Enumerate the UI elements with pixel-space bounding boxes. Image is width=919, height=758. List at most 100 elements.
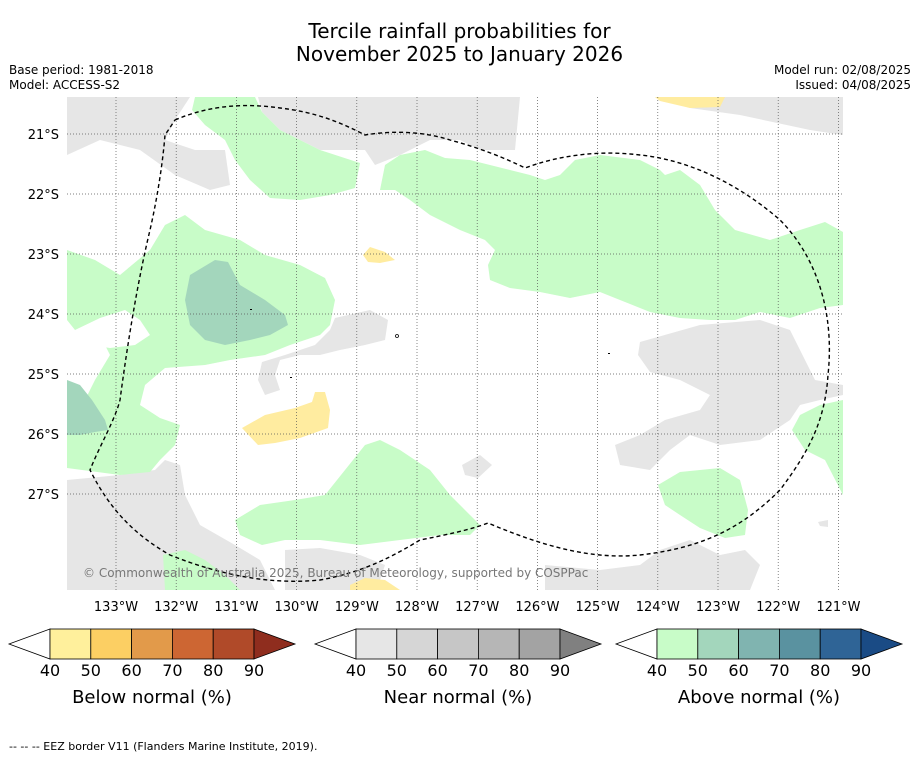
colorbar-tick-label: 80 [810, 661, 830, 680]
colorbar-upper-arrow [559, 628, 603, 660]
above-normal-region [380, 150, 843, 320]
colorbar-tick-label: 80 [203, 661, 223, 680]
longitude-label: 123°W [696, 600, 740, 615]
colorbar-1: 40 50 60 70 80 90 Near normal (%) [313, 628, 603, 708]
above-normal-region [67, 215, 335, 475]
colorbar-upper-arrow [253, 628, 297, 660]
colorbar-tick-label: 90 [244, 661, 264, 680]
colorbar-tick-label: 80 [509, 661, 529, 680]
latitude-label: 22°S [28, 188, 59, 203]
eez-footnote: -- -- -- EEZ border V11 (Flanders Marine… [9, 740, 318, 753]
above-normal-region [792, 400, 843, 495]
colorbar-tick-label: 50 [387, 661, 407, 680]
colorbar-segment [90, 628, 133, 660]
colorbar-legends: 40 50 60 70 80 90 Below normal (%) 40 50 60 70 80 90… [7, 628, 904, 708]
latitude-label: 25°S [28, 368, 59, 383]
colorbar-segment [396, 628, 438, 660]
colorbar-lower-arrow [313, 628, 357, 660]
colorbar-segment [49, 628, 92, 660]
longitude-label: 131°W [214, 600, 258, 615]
latitude-labels: 21°S 22°S 23°S 24°S 25°S 26°S 27°S [28, 128, 59, 503]
near-normal-region [545, 540, 760, 590]
longitude-label: 132°W [154, 600, 198, 615]
below-normal-40-regions [242, 97, 725, 590]
colorbar-tick-label: 60 [728, 661, 748, 680]
above-normal-region [658, 468, 748, 538]
colorbar-segment [212, 628, 255, 660]
meta-left: Base period: 1981-2018 Model: ACCESS-S2 [9, 63, 154, 93]
colorbar-tick-label: 40 [346, 661, 366, 680]
near-normal-region [818, 520, 828, 527]
colorbar-segment [355, 628, 398, 660]
latitude-label: 21°S [28, 128, 59, 143]
title-line-2: November 2025 to January 2026 [295, 42, 624, 66]
colorbar-tick-label: 70 [162, 661, 182, 680]
issued-date: Issued: 04/08/2025 [795, 78, 911, 92]
colorbar-segment [819, 628, 862, 660]
colorbar-tick-label: 70 [769, 661, 789, 680]
near-normal-region [67, 97, 230, 190]
tiny-markers [250, 309, 610, 378]
colorbar-segment [518, 628, 561, 660]
colorbar-segment [437, 628, 479, 660]
colorbar-tick-label: 60 [427, 661, 447, 680]
colorbar-title: Below normal (%) [72, 687, 232, 708]
longitude-label: 125°W [576, 600, 620, 615]
colorbar-segment [738, 628, 780, 660]
latitude-label: 23°S [28, 248, 59, 263]
map-panel: © Commonwealth of Australia 2025, Bureau… [7, 97, 904, 708]
longitude-label: 130°W [275, 600, 319, 615]
colorbar-tick-label: 70 [468, 661, 488, 680]
colorbar-segment [697, 628, 739, 660]
colorbar-0: 40 50 60 70 80 90 Below normal (%) [7, 628, 297, 708]
near-normal-region [67, 460, 275, 590]
near-normal-region [258, 97, 520, 165]
longitude-label: 121°W [816, 600, 860, 615]
longitude-labels: 133°W 132°W 131°W 130°W 129°W 128°W 127°W 126°W… [94, 600, 861, 615]
below-normal-region [363, 247, 395, 263]
model-name: Model: ACCESS-S2 [9, 78, 121, 92]
colorbar-2: 40 50 60 70 80 90 Above normal (%) [614, 628, 904, 708]
meta-right: Model run: 02/08/2025 Issued: 04/08/2025 [774, 63, 911, 93]
colorbar-tick-label: 50 [688, 661, 708, 680]
colorbar-tick-label: 90 [550, 661, 570, 680]
near-normal-region [285, 548, 385, 590]
no-signal-area [75, 310, 150, 348]
graticule [67, 97, 843, 590]
colorbar-tick-label: 40 [40, 661, 60, 680]
chart-title: Tercile rainfall probabilities for Novem… [0, 20, 919, 66]
below-normal-region [350, 578, 400, 590]
base-period: Base period: 1981-2018 [9, 63, 154, 77]
latitude-label: 26°S [28, 428, 59, 443]
near-normal-region [615, 320, 843, 470]
colorbar-lower-arrow [7, 628, 51, 660]
above-normal-50-regions [67, 260, 288, 435]
longitude-label: 127°W [455, 600, 499, 615]
above-normal-region [235, 440, 480, 545]
model-run: Model run: 02/08/2025 [773, 63, 911, 77]
longitude-label: 129°W [335, 600, 379, 615]
latitude-label: 27°S [28, 488, 59, 503]
colorbar-title: Near normal (%) [384, 687, 533, 708]
colorbar-segment [171, 628, 214, 660]
colorbar-segment [779, 628, 821, 660]
above-normal-50-region [185, 260, 288, 345]
colorbar-segment [656, 628, 699, 660]
probability-shading: © Commonwealth of Australia 2025, Bureau… [67, 97, 843, 590]
longitude-label: 126°W [515, 600, 559, 615]
above-normal-50-region [67, 380, 108, 435]
above-normal-region [192, 97, 360, 200]
colorbar-upper-arrow [860, 628, 904, 660]
eez-border [89, 104, 831, 582]
latitude-label: 24°S [28, 308, 59, 323]
below-normal-region [655, 97, 725, 108]
colorbar-tick-label: 50 [81, 661, 101, 680]
tiny-marker [395, 334, 399, 338]
longitude-label: 122°W [756, 600, 800, 615]
longitude-label: 133°W [94, 600, 138, 615]
colorbar-tick-label: 90 [851, 661, 871, 680]
near-normal-region [258, 310, 388, 395]
title-line-1: Tercile rainfall probabilities for [308, 19, 611, 43]
colorbar-tick-label: 60 [121, 661, 141, 680]
longitude-label: 124°W [636, 600, 680, 615]
